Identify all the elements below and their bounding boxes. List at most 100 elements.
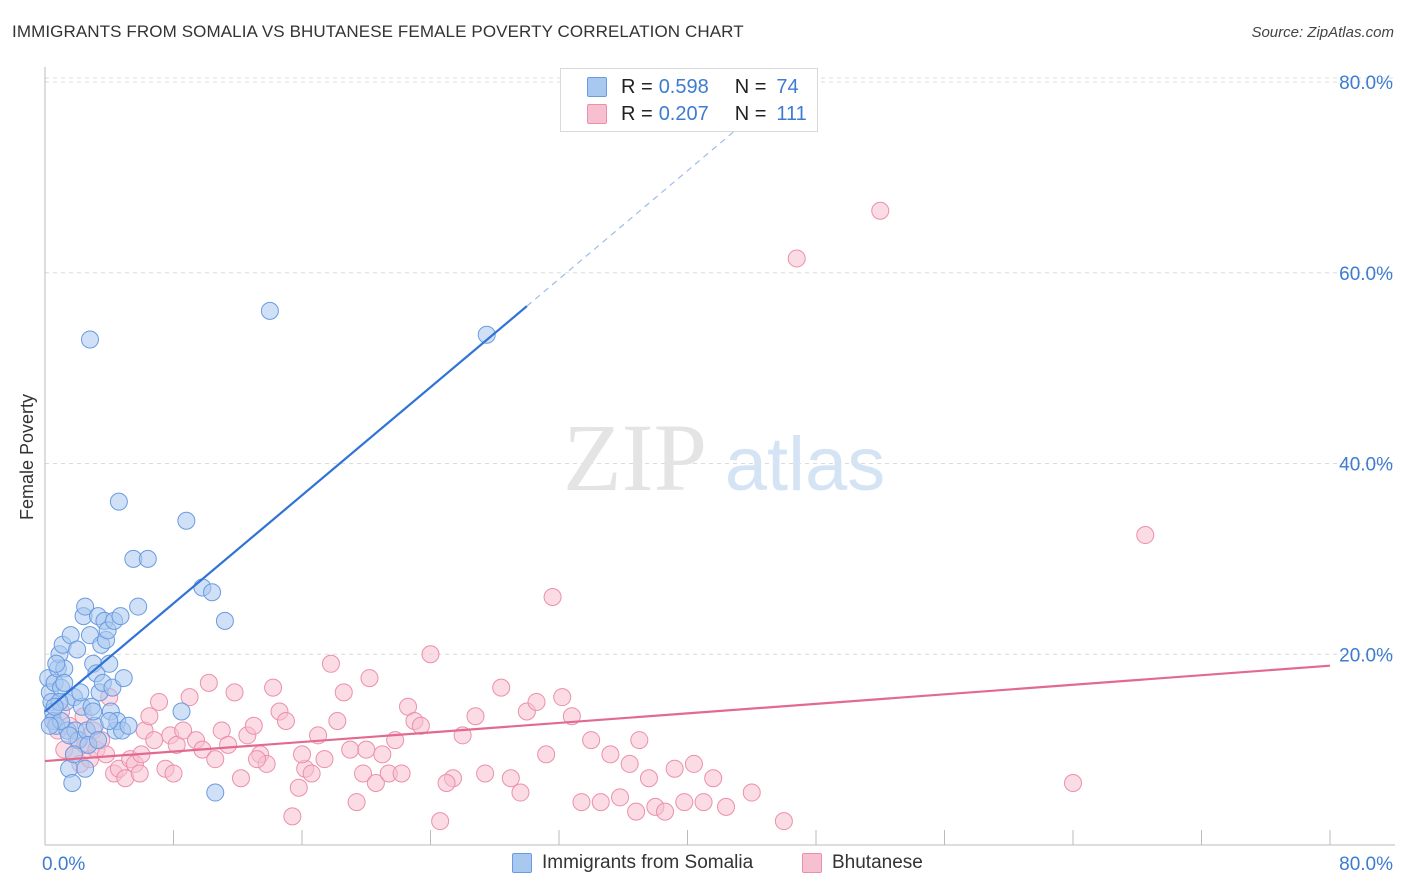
bhutanese-point bbox=[501, 769, 520, 788]
bhutanese-point bbox=[334, 683, 353, 702]
bottom-legend-bhutanese[interactable]: Bhutanese bbox=[802, 852, 923, 874]
bhutanese-point bbox=[492, 678, 511, 697]
axes bbox=[44, 67, 1395, 846]
legend-n-value: 111 bbox=[776, 102, 807, 125]
somalia-point bbox=[47, 654, 66, 673]
y-tick-label: 80.0% bbox=[1339, 73, 1393, 94]
bhutanese-point bbox=[392, 764, 411, 783]
bhutanese-point bbox=[341, 740, 360, 759]
bhutanese-point bbox=[145, 731, 164, 750]
somalia-point bbox=[114, 669, 133, 688]
bhutanese-point bbox=[704, 769, 723, 788]
somalia-point bbox=[71, 683, 90, 702]
somalia-point bbox=[203, 583, 222, 602]
bhutanese-point bbox=[411, 716, 430, 735]
bhutanese-point bbox=[150, 692, 169, 711]
x-tick-label: 0.0% bbox=[42, 854, 85, 875]
bhutanese-point bbox=[357, 740, 376, 759]
bhutanese-point bbox=[675, 793, 694, 812]
bhutanese-point bbox=[684, 754, 703, 773]
somalia-trend-line bbox=[44, 305, 528, 713]
bhutanese-point bbox=[553, 688, 572, 707]
tick-labels: 20.0% 40.0% 60.0% 80.0% 0.0% 80.0% bbox=[42, 73, 1393, 875]
somalia-point bbox=[129, 597, 148, 616]
bhutanese-point bbox=[601, 745, 620, 764]
bhutanese-point bbox=[421, 645, 440, 664]
source-label: Source: ZipAtlas.com bbox=[1251, 24, 1394, 41]
chart-title: IMMIGRANTS FROM SOMALIA VS BHUTANESE FEM… bbox=[12, 22, 744, 41]
bhutanese-point bbox=[871, 201, 890, 220]
legend-n-value: 74 bbox=[776, 75, 799, 98]
bhutanese-point bbox=[774, 812, 793, 831]
bhutanese-point bbox=[639, 769, 658, 788]
bhutanese-point bbox=[627, 802, 646, 821]
bhutanese-point bbox=[717, 797, 736, 816]
bhutanese-point bbox=[366, 774, 385, 793]
somalia-point bbox=[119, 716, 138, 735]
somalia-point bbox=[206, 783, 225, 802]
bhutanese-point bbox=[225, 683, 244, 702]
somalia-trend-extension bbox=[526, 102, 769, 307]
bhutanese-point bbox=[328, 712, 347, 731]
bottom-legend-swatch-somalia bbox=[512, 853, 532, 873]
bhutanese-point bbox=[199, 673, 218, 692]
somalia-point bbox=[477, 325, 496, 344]
bhutanese-point bbox=[174, 721, 193, 740]
somalia-point bbox=[172, 702, 191, 721]
somalia-point bbox=[76, 597, 95, 616]
bhutanese-point bbox=[656, 802, 675, 821]
grid bbox=[45, 77, 1395, 655]
bottom-legend-somalia[interactable]: Immigrants from Somalia bbox=[512, 852, 753, 874]
bhutanese-point bbox=[1064, 774, 1082, 793]
bottom-legend-label-bhutanese: Bhutanese bbox=[832, 852, 923, 873]
bhutanese-point bbox=[787, 249, 806, 268]
bhutanese-point bbox=[289, 778, 308, 797]
somalia-point bbox=[177, 511, 196, 530]
somalia-point bbox=[100, 712, 119, 731]
bhutanese-point bbox=[591, 793, 610, 812]
bhutanese-point bbox=[665, 759, 684, 778]
bhutanese-point bbox=[476, 764, 495, 783]
somalia-point bbox=[68, 640, 87, 659]
bottom-legend-label-somalia: Immigrants from Somalia bbox=[542, 852, 754, 873]
bhutanese-points bbox=[44, 201, 1155, 831]
bhutanese-point bbox=[164, 764, 183, 783]
bhutanese-point bbox=[354, 764, 373, 783]
bhutanese-point bbox=[562, 707, 581, 726]
somalia-point bbox=[260, 301, 279, 320]
legend-r-label: R = bbox=[621, 102, 653, 125]
somalia-point bbox=[138, 549, 157, 568]
watermark-atlas: atlas bbox=[725, 422, 886, 507]
bhutanese-point bbox=[630, 731, 649, 750]
somalia-point bbox=[76, 759, 95, 778]
somalia-point bbox=[60, 726, 79, 745]
bhutanese-point bbox=[248, 750, 267, 769]
bhutanese-point bbox=[511, 783, 530, 802]
y-tick-label: 40.0% bbox=[1339, 455, 1393, 476]
somalia-point bbox=[89, 731, 108, 750]
bhutanese-point bbox=[276, 712, 295, 731]
bhutanese-point bbox=[611, 788, 630, 807]
bhutanese-point bbox=[437, 774, 456, 793]
somalia-point bbox=[55, 673, 74, 692]
bhutanese-point bbox=[742, 783, 761, 802]
legend-n-label: N = bbox=[734, 102, 767, 125]
correlation-legend: R = 0.598 N = 74 R = 0.207 N = 111 bbox=[560, 68, 818, 132]
legend-swatch-somalia bbox=[587, 77, 607, 97]
bhutanese-point bbox=[537, 745, 556, 764]
bhutanese-point bbox=[694, 793, 713, 812]
bhutanese-point bbox=[620, 754, 639, 773]
trend-lines bbox=[44, 102, 1331, 763]
bhutanese-point bbox=[543, 588, 562, 607]
legend-swatch-bhutanese bbox=[587, 104, 607, 124]
bottom-legend-swatch-bhutanese bbox=[802, 853, 822, 873]
bhutanese-point bbox=[244, 716, 263, 735]
bhutanese-point bbox=[302, 764, 321, 783]
bhutanese-point bbox=[130, 764, 149, 783]
y-tick-label: 20.0% bbox=[1339, 645, 1393, 666]
bhutanese-point bbox=[373, 745, 392, 764]
bhutanese-point bbox=[180, 688, 199, 707]
y-axis-label: Female Poverty bbox=[17, 394, 37, 520]
somalia-point bbox=[45, 697, 64, 716]
